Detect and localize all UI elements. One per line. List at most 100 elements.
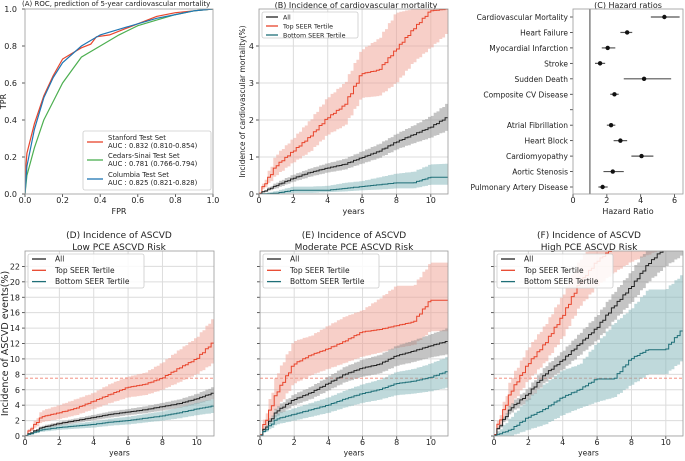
x-tick-label: 8 (629, 438, 634, 447)
y-tick-label: 4 (15, 401, 20, 410)
y-tick-label: 0.8 (4, 42, 17, 51)
legend-box (261, 11, 359, 39)
category-label: Aortic Stenosis (512, 168, 568, 177)
category-label: Stroke (544, 59, 568, 68)
x-tick-label: 0 (257, 438, 262, 447)
chart-title: (B) Incidence of cardiovascular mortalit… (275, 1, 438, 10)
x-tick-label: 0.6 (131, 196, 144, 205)
ci-band-2 (259, 163, 448, 194)
x-tick-label: 6 (360, 438, 365, 447)
x-tick-label: 0.4 (94, 196, 107, 205)
x-tick-label: 10 (426, 196, 436, 205)
hazard-ratio-point (618, 138, 623, 143)
x-tick-label: 2 (526, 438, 531, 447)
x-tick-label: 2 (291, 196, 296, 205)
hazard-ratio-point (600, 184, 605, 190)
chart-subtitle: High PCE ASCVD Risk (541, 243, 638, 253)
x-tick-label: 1.0 (207, 196, 220, 205)
x-axis-label: FPR (112, 207, 127, 216)
y-tick-label: 0.0 (4, 190, 17, 199)
x-tick-label: 4 (326, 438, 331, 447)
y-tick-label: 3 (249, 79, 254, 88)
roc-curve-0 (25, 9, 213, 194)
x-tick-label: 10 (661, 438, 671, 447)
chart-subtitle: Moderate PCE ASCVD Risk (295, 243, 414, 253)
legend-box (27, 253, 145, 289)
km-curve-0 (260, 341, 448, 436)
x-tick-label: 0 (256, 196, 261, 205)
x-axis-label: Hazard Ratio (602, 207, 653, 216)
ci-band-1 (25, 319, 214, 436)
category-label: Pulmonary Artery Disease (470, 183, 568, 192)
ci-band-1 (259, 9, 448, 194)
category-label: Sudden Death (515, 75, 569, 84)
km-curve-1 (259, 9, 448, 194)
km-curve-2 (25, 405, 214, 436)
hazard-ratio-point (662, 14, 667, 20)
km-curve-2 (260, 371, 448, 436)
legend-label: Cedars-Sinai Test Set (108, 152, 180, 160)
legend-label: Bottom SEER Tertile (55, 277, 130, 286)
x-axis-label: years (109, 449, 130, 458)
y-axis-label: Incidence of ASCVD events(%) (0, 271, 11, 416)
chart-title: (A) ROC, prediction of 5-year cardiovasc… (22, 0, 210, 8)
x-tick-label: 4 (91, 438, 96, 447)
category-label: Myocardial Infarction (489, 44, 568, 53)
ci-band-0 (25, 387, 214, 436)
x-tick-label: 6 (126, 438, 131, 447)
y-tick-label: 20 (10, 278, 20, 287)
legend-label: All (524, 255, 533, 264)
x-tick-label: 0.2 (56, 196, 69, 205)
legend-label: All (283, 15, 291, 22)
chart-subtitle: Low PCE ASCVD Risk (72, 243, 166, 253)
category-label: Atrial Fibrillation (507, 121, 568, 130)
x-tick-label: 4 (560, 438, 565, 447)
hazard-ratio-point (624, 30, 630, 35)
x-tick-label: 10 (426, 438, 436, 447)
hazard-ratio-point (610, 169, 615, 174)
axes-frame (493, 250, 684, 437)
y-tick-label: 4 (249, 42, 254, 51)
x-tick-label: 4 (325, 196, 330, 205)
plot-area-2 (589, 9, 680, 194)
x-tick-label: 6 (360, 196, 365, 205)
hazard-ratio-point (597, 61, 603, 66)
y-tick-label: 2 (15, 417, 20, 426)
legend-auc: AUC : 0.832 (0.810-0.854) (108, 142, 198, 150)
legend-label: All (55, 255, 64, 264)
y-axis-label: Incidence of cardiovascular mortality(%) (238, 25, 247, 177)
ci-band-0 (260, 328, 448, 436)
legend-label: Bottom SEER Tertile (283, 33, 346, 40)
x-tick-label: 6 (672, 196, 677, 205)
legend-label: Bottom SEER Tertile (290, 277, 365, 286)
hazard-ratio-point (639, 153, 644, 159)
axes-frame (259, 250, 449, 437)
legend-box (496, 253, 614, 289)
x-tick-label: 10 (192, 438, 202, 447)
x-tick-label: 6 (595, 438, 600, 447)
x-tick-label: 0.8 (169, 196, 182, 205)
chart-title: (D) Incidence of ASCVD (66, 231, 172, 241)
category-label: Cardiomyopathy (506, 152, 569, 161)
chart-title: (F) Incidence of ASCVD (537, 231, 641, 241)
x-tick-label: 0 (570, 196, 575, 205)
plot-area-5 (494, 251, 683, 436)
legend-label: Columbia Test Set (108, 171, 169, 179)
x-tick-label: 8 (394, 196, 399, 205)
ci-band-0 (259, 103, 448, 194)
y-tick-label: 18 (10, 293, 20, 302)
ci-band-1 (260, 262, 448, 436)
x-tick-label: 2 (604, 196, 609, 205)
hazard-ratio-point (612, 92, 617, 97)
legend-label: Bottom SEER Tertile (524, 277, 599, 286)
hazard-ratio-point (605, 45, 610, 51)
legend-label: All (290, 255, 299, 264)
legend-label: Top SEER Tertile (289, 266, 350, 275)
plot-area-1 (259, 9, 448, 194)
x-tick-label: 2 (57, 438, 62, 447)
km-curve-0 (25, 392, 214, 436)
km-curve-2 (494, 330, 683, 436)
axes-frame (24, 250, 215, 437)
y-tick-label: 10 (10, 355, 20, 364)
legend-label: Top SEER Tertile (282, 24, 333, 31)
